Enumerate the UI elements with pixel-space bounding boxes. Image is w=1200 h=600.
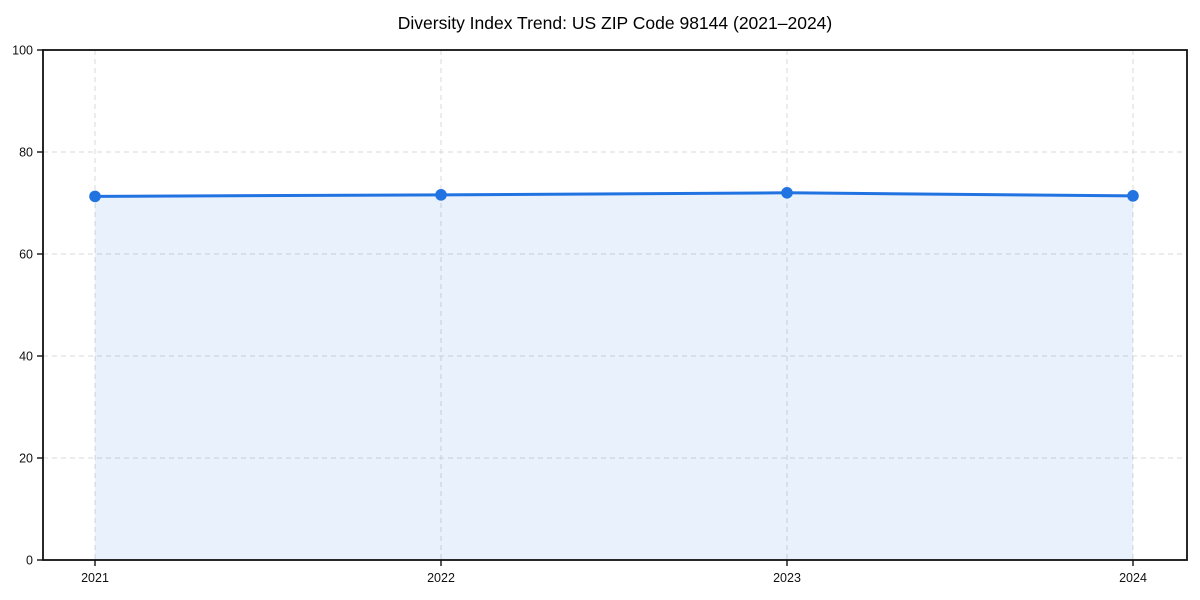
y-axis-labels: 0 20 40 60 80 100 [12,43,33,567]
y-tick-label-80: 80 [19,145,33,159]
plot-border [42,49,1188,561]
chart-title: Diversity Index Trend: US ZIP Code 98144… [398,13,833,33]
area-fill [95,192,1133,561]
trend-line [93,191,1135,198]
data-point-2021 [89,190,101,203]
y-tick-label-0: 0 [26,553,33,567]
x-axis-labels: 2021 2022 2023 2024 [81,571,1147,585]
data-point-2022 [435,189,447,201]
x-tick-label-2022: 2022 [427,571,455,585]
y-tick-label-100: 100 [12,43,33,57]
data-point-2023 [781,187,793,199]
y-tick-label-20: 20 [19,451,33,465]
plot-border-rect [42,49,1188,561]
y-tick-label-60: 60 [19,247,33,261]
x-tick-label-2023: 2023 [773,571,801,585]
tick-marks [37,49,1134,566]
data-point-2024 [1127,190,1139,202]
data-points [89,187,1139,203]
y-tick-label-40: 40 [19,349,33,363]
x-tick-label-2021: 2021 [81,571,109,585]
x-tick-label-2024: 2024 [1119,571,1147,585]
trend-line-path [93,191,1135,198]
area-fill-path [95,192,1133,561]
